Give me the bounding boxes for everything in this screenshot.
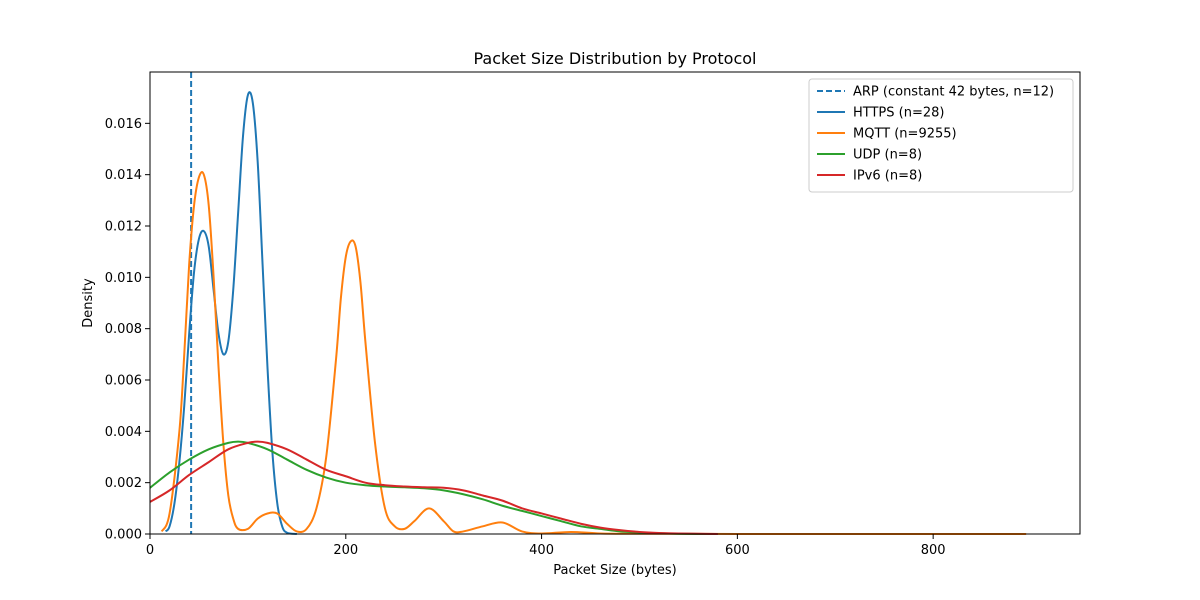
y-tick-label: 0.008 bbox=[105, 322, 142, 337]
legend-label-2: MQTT (n=9255) bbox=[853, 127, 957, 142]
y-tick-label: 0.006 bbox=[105, 374, 142, 389]
y-tick-label: 0.014 bbox=[105, 168, 142, 183]
legend: ARP (constant 42 bytes, n=12) HTTPS (n=28… bbox=[808, 78, 1074, 193]
y-tick-label: 0.010 bbox=[105, 271, 142, 286]
y-tick-label: 0.000 bbox=[105, 528, 142, 543]
legend-box bbox=[808, 78, 1074, 193]
x-tick-label: 600 bbox=[725, 543, 750, 558]
y-tick-label: 0.002 bbox=[105, 476, 142, 491]
legend-label-1: HTTPS (n=28) bbox=[853, 106, 944, 121]
x-tick-label: 400 bbox=[529, 543, 554, 558]
plot-area bbox=[149, 72, 1027, 536]
x-tick-label: 200 bbox=[333, 543, 358, 558]
series-line-3 bbox=[149, 440, 718, 535]
x-tick-label: 800 bbox=[921, 543, 946, 558]
x-axis-label: Packet Size (bytes) bbox=[553, 563, 676, 578]
series-line-2 bbox=[149, 440, 718, 536]
y-tick-label: 0.004 bbox=[105, 425, 142, 440]
series-line-1 bbox=[160, 171, 1027, 536]
legend-label-0: ARP (constant 42 bytes, n=12) bbox=[853, 85, 1054, 100]
x-axis: 0 200 400 600 800 bbox=[146, 534, 946, 558]
y-axis-label: Density bbox=[81, 278, 96, 328]
y-axis: 0.000 0.002 0.004 0.006 0.008 0.010 0.012 0.014… bbox=[105, 117, 150, 543]
series-line-0 bbox=[164, 91, 297, 535]
legend-label-3: UDP (n=8) bbox=[853, 148, 922, 163]
y-tick-label: 0.012 bbox=[105, 220, 142, 235]
x-tick-label: 0 bbox=[146, 543, 154, 558]
legend-label-4: IPv6 (n=8) bbox=[853, 169, 922, 184]
y-tick-label: 0.016 bbox=[105, 117, 142, 132]
axes-frame bbox=[149, 71, 1081, 535]
chart-title: Packet Size Distribution by Protocol bbox=[474, 49, 757, 68]
